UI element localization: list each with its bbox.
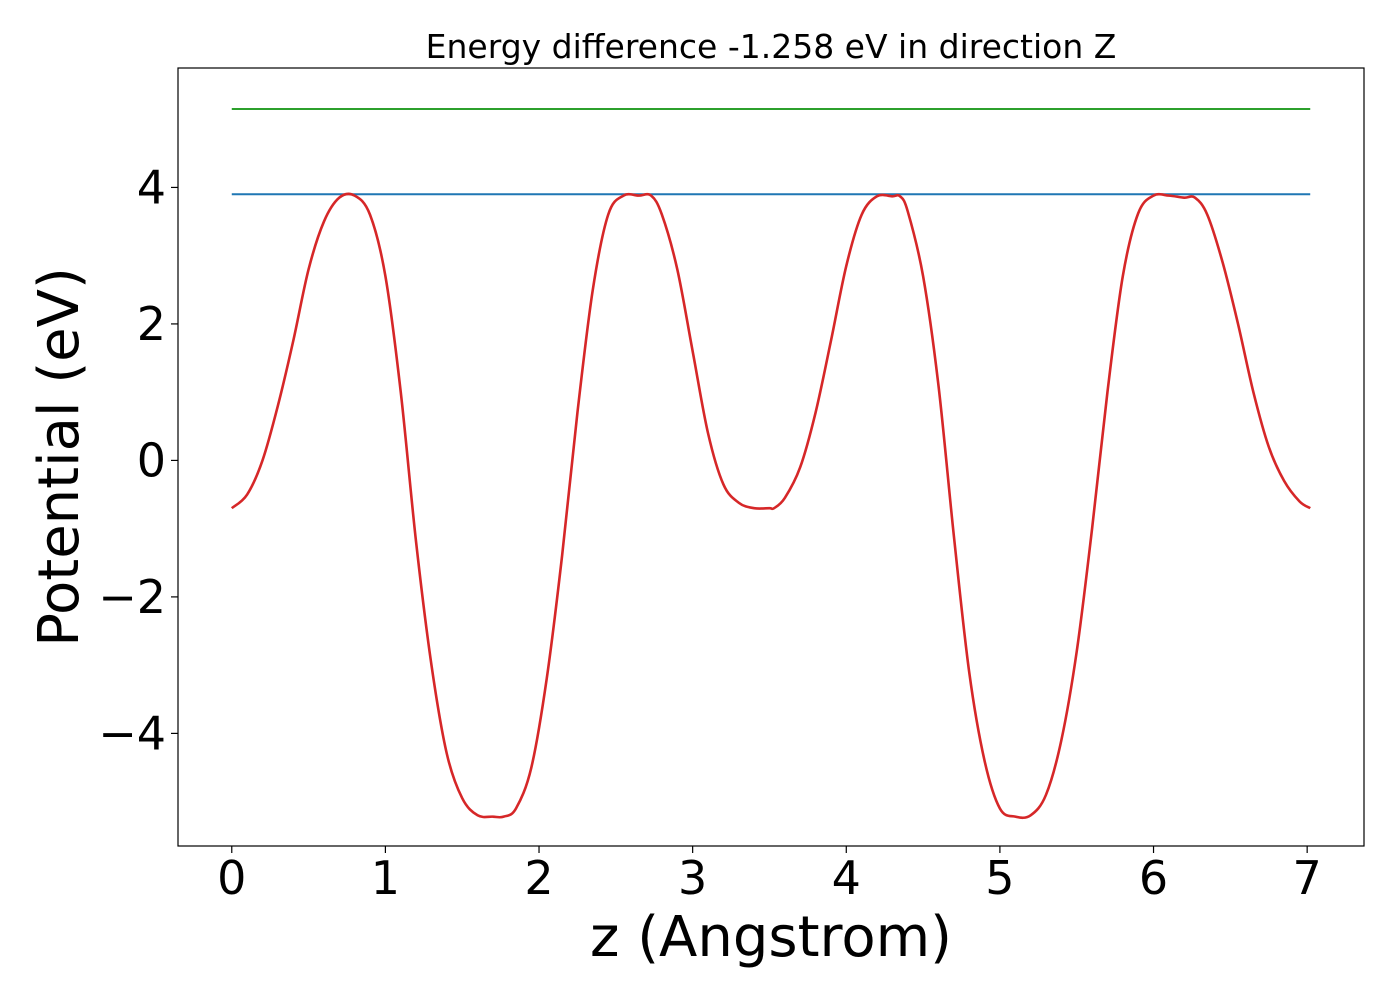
plot-frame bbox=[177, 67, 1365, 847]
y-tick-label: −4 bbox=[98, 706, 166, 760]
chart-title: Energy difference -1.258 eV in direction… bbox=[426, 27, 1117, 66]
plot-layer bbox=[230, 107, 1311, 820]
x-tick-label: 4 bbox=[832, 851, 861, 905]
x-axis-label: z (Angstrom) bbox=[590, 905, 952, 970]
tick-layer: 0 1 2 3 4 5 6 7 −4 −2 0 2 4 bbox=[98, 160, 1322, 905]
y-tick-label: 4 bbox=[137, 160, 166, 214]
series-line-3 bbox=[230, 192, 1311, 820]
x-tick-label: 0 bbox=[217, 851, 246, 905]
x-tick-label: 2 bbox=[524, 851, 553, 905]
y-tick-label: 0 bbox=[137, 433, 166, 487]
x-tick-label: 3 bbox=[678, 851, 707, 905]
x-tick-label: 5 bbox=[985, 851, 1014, 905]
y-tick-label: 2 bbox=[137, 297, 166, 351]
x-tick-label: 6 bbox=[1139, 851, 1168, 905]
y-axis-label: Potential (eV) bbox=[27, 267, 92, 647]
x-tick-label: 1 bbox=[371, 851, 400, 905]
x-tick-label: 7 bbox=[1293, 851, 1322, 905]
y-tick-label: −2 bbox=[98, 570, 166, 624]
